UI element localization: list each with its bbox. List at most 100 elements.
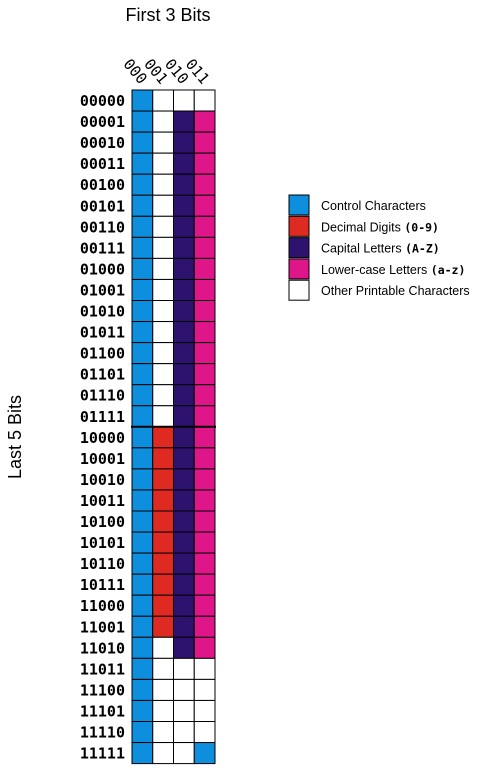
cell-00110-010 (173, 215, 195, 238)
legend-swatch-lower (288, 258, 310, 280)
cell-11101-011 (193, 699, 216, 723)
legend-label-other: Other Printable Characters (321, 284, 470, 298)
cell-00010-001 (152, 131, 174, 154)
cell-11110-001 (152, 721, 174, 744)
cell-10011-001 (152, 489, 174, 512)
cell-00011-011 (193, 152, 216, 175)
row-label: 00111 (80, 239, 125, 257)
row-label: 10001 (80, 450, 125, 468)
row-label: 10101 (80, 534, 125, 552)
cell-11111-010 (173, 742, 195, 765)
cell-00011-001 (152, 152, 174, 175)
row-label: 01111 (80, 408, 125, 426)
row-label: 10010 (80, 471, 125, 489)
cell-10111-011 (193, 573, 216, 596)
cell-00011-000 (131, 152, 154, 175)
cell-10101-011 (193, 531, 216, 554)
cell-11010-000 (131, 636, 154, 659)
row-label: 01010 (80, 303, 125, 321)
cell-01110-010 (173, 384, 195, 407)
cell-01001-010 (173, 278, 195, 302)
cell-11000-010 (173, 594, 195, 617)
cell-01010-000 (131, 300, 154, 323)
cell-01100-000 (131, 342, 154, 365)
cell-01011-001 (152, 321, 174, 344)
cell-10010-010 (173, 468, 195, 491)
cell-11100-011 (193, 678, 216, 701)
cell-10100-010 (173, 510, 195, 533)
legend-label-capital: Capital Letters (A-Z) (321, 242, 440, 256)
cell-10110-010 (173, 552, 195, 575)
cell-11000-011 (193, 594, 216, 617)
cell-01010-001 (152, 300, 174, 323)
cell-01001-000 (131, 278, 154, 302)
cell-00111-010 (173, 236, 195, 259)
cell-11010-010 (173, 636, 195, 659)
cell-10111-010 (173, 573, 195, 596)
row-label: 00001 (80, 113, 125, 131)
legend-label-lower: Lower-case Letters (a-z) (321, 263, 465, 277)
cell-00011-010 (173, 152, 195, 175)
cell-00010-000 (131, 131, 154, 154)
row-label: 10111 (80, 576, 125, 594)
cell-11000-000 (131, 594, 154, 617)
row-label: 00010 (80, 134, 125, 152)
cell-01111-011 (193, 405, 216, 428)
cell-10101-010 (173, 531, 195, 554)
cell-01111-000 (131, 405, 154, 428)
cell-11101-000 (131, 699, 154, 723)
cell-10011-010 (173, 489, 195, 512)
cell-01101-011 (193, 363, 216, 386)
cell-00111-001 (152, 236, 174, 259)
cell-01001-001 (152, 278, 174, 302)
cell-00100-010 (173, 173, 195, 196)
cell-01010-010 (173, 300, 195, 323)
row-label: 00011 (80, 155, 125, 173)
cell-00111-011 (193, 236, 216, 259)
cell-00001-001 (152, 110, 174, 133)
cell-01000-010 (173, 257, 195, 280)
cell-01111-001 (152, 405, 174, 428)
cell-11111-000 (131, 742, 154, 765)
cell-01101-010 (173, 363, 195, 386)
cell-01000-011 (193, 257, 216, 280)
cell-11011-001 (152, 657, 174, 680)
cell-00110-001 (152, 215, 174, 238)
cell-00110-000 (131, 215, 154, 238)
side-axis-title: Last 5 Bits (5, 395, 25, 479)
cell-11001-011 (193, 615, 216, 638)
cell-11010-011 (193, 636, 216, 659)
cell-11110-010 (173, 721, 195, 744)
cell-10011-011 (193, 489, 216, 512)
cell-11000-001 (152, 594, 174, 617)
cell-10001-010 (173, 447, 195, 470)
cell-10001-011 (193, 447, 216, 470)
cell-01111-010 (173, 405, 195, 428)
cell-11011-010 (173, 657, 195, 680)
cell-10010-000 (131, 468, 154, 491)
cell-00100-011 (193, 173, 216, 196)
cell-01000-001 (152, 257, 174, 280)
cell-10011-000 (131, 489, 154, 512)
cell-01110-011 (193, 384, 216, 407)
cell-10000-000 (131, 426, 154, 449)
cell-10100-011 (193, 510, 216, 533)
cell-01110-001 (152, 384, 174, 407)
cell-11001-001 (152, 615, 174, 638)
legend: Control Characters Decimal Digits (0-9) Ca… (288, 194, 470, 301)
cell-00001-000 (131, 110, 154, 133)
legend-swatch-other (288, 279, 310, 301)
cell-10010-001 (152, 468, 174, 491)
cell-11111-011 (193, 742, 216, 765)
cell-01011-000 (131, 321, 154, 344)
row-label: 01101 (80, 366, 125, 384)
row-label: 00101 (80, 197, 125, 215)
cell-10111-000 (131, 573, 154, 596)
cell-10010-011 (193, 468, 216, 491)
cell-10100-001 (152, 510, 174, 533)
cell-01001-011 (193, 278, 216, 302)
cell-10001-000 (131, 447, 154, 470)
cell-00101-001 (152, 194, 174, 217)
cell-00100-000 (131, 173, 154, 196)
cell-00101-000 (131, 194, 154, 217)
